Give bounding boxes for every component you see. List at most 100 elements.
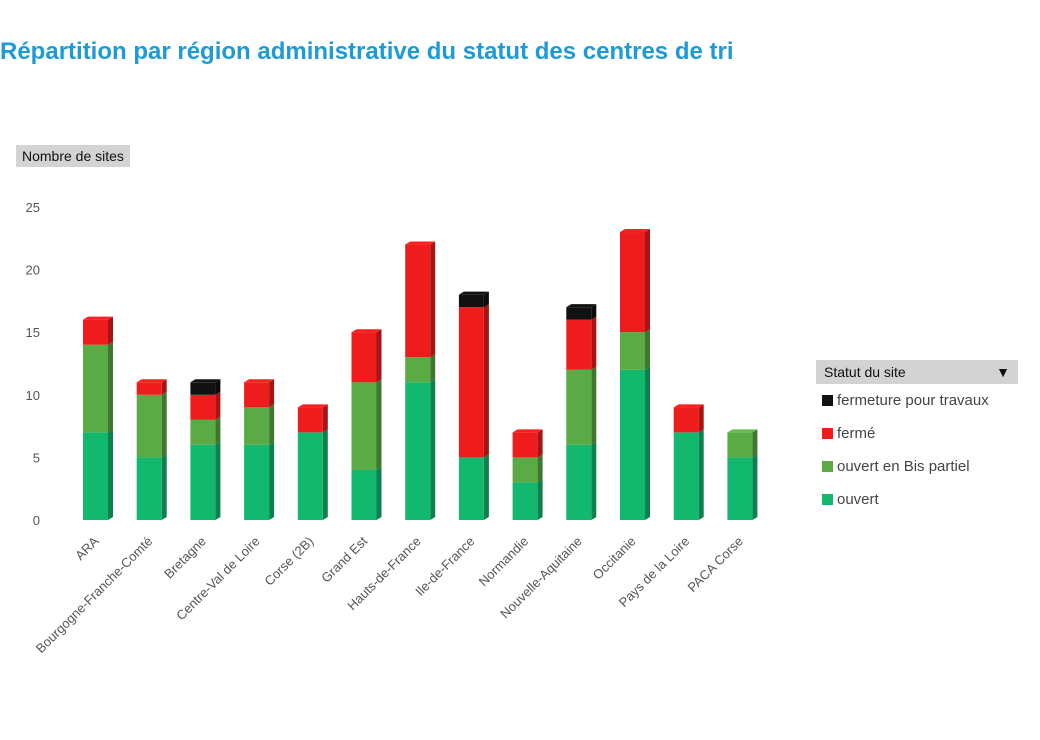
chevron-down-icon: ▼: [996, 364, 1010, 380]
bar-segment-ouvert[interactable]: [566, 444, 592, 520]
bar-side-fermé: [215, 391, 221, 420]
bar-segment-ouvert-en-Bis-partiel[interactable]: [727, 432, 753, 458]
bar-segment-ouvert-en-Bis-partiel[interactable]: [136, 394, 162, 458]
bar-side-ouvert: [483, 454, 489, 520]
bar-side-fermeture-pour-travaux: [591, 304, 597, 320]
bar-segment-fermé[interactable]: [83, 319, 108, 345]
y-tick-label: 10: [26, 388, 40, 403]
bar-top-cap: [83, 316, 113, 320]
bar-side-ouvert: [430, 379, 436, 520]
bar-segment-fermeture-pour-travaux[interactable]: [566, 307, 592, 320]
bar-segment-ouvert[interactable]: [620, 369, 645, 520]
y-tick-label: 15: [26, 325, 40, 340]
y-tick-label: 20: [26, 263, 40, 278]
bar-segment-fermeture-pour-travaux[interactable]: [190, 382, 216, 395]
legend-label: ouvert: [837, 491, 879, 508]
bar-segment-ouvert-en-Bis-partiel[interactable]: [351, 382, 377, 470]
bar-segment-ouvert-en-Bis-partiel[interactable]: [244, 407, 270, 445]
bar-side-fermeture-pour-travaux: [483, 291, 489, 308]
bar-top-cap: [136, 379, 167, 383]
chart-title: Répartition par région administrative du…: [0, 38, 734, 65]
y-tick-label: 5: [33, 450, 40, 465]
bar-side-ouvert: [161, 454, 167, 520]
bar-segment-fermé[interactable]: [620, 232, 645, 333]
bar-top-cap: [727, 429, 758, 433]
bar-segment-ouvert-en-Bis-partiel[interactable]: [512, 457, 538, 483]
bar-segment-ouvert[interactable]: [297, 432, 323, 520]
bar-top-cap: [566, 304, 597, 308]
bar-side-fermé: [483, 304, 489, 458]
bar-side-fermé: [591, 316, 597, 370]
bar-side-fermé: [698, 404, 704, 433]
bar-side-ouvert-en-Bis-partiel: [215, 416, 221, 445]
legend-item-partiel[interactable]: ouvert en Bis partiel: [822, 450, 1020, 483]
bar-segment-ouvert[interactable]: [136, 457, 162, 520]
bar-side-fermé: [322, 404, 328, 433]
x-tick-label: Corse (2B): [261, 534, 316, 589]
bar-side-fermé: [430, 241, 436, 358]
bar-top-cap: [244, 379, 275, 383]
y-axis-field-button[interactable]: Nombre de sites: [16, 145, 130, 167]
x-tick-label: Bourgogne-Franche-Comté: [33, 534, 156, 657]
bar-top-cap: [351, 329, 382, 333]
bar-side-ouvert: [269, 441, 275, 520]
bar-side-ouvert: [215, 441, 221, 520]
legend-item-ouvert[interactable]: ouvert: [822, 483, 1020, 516]
legend-swatch: [822, 428, 833, 439]
bar-side-fermeture-pour-travaux: [215, 379, 221, 395]
bar-segment-fermé[interactable]: [297, 407, 323, 433]
bar-top-cap: [620, 229, 650, 233]
bar-segment-ouvert[interactable]: [83, 432, 108, 520]
x-tick-label: Normandie: [476, 534, 532, 590]
legend-swatch: [822, 461, 833, 472]
legend-filter-button[interactable]: Statut du site ▼: [816, 360, 1018, 384]
bar-side-ouvert: [591, 441, 597, 520]
bar-segment-ouvert[interactable]: [727, 457, 753, 520]
bar-segment-fermé[interactable]: [566, 319, 592, 370]
legend-label: fermé: [837, 425, 876, 442]
bar-segment-ouvert[interactable]: [351, 469, 377, 520]
bar-segment-fermé[interactable]: [351, 332, 377, 383]
legend-title: Statut du site: [824, 364, 906, 380]
y-tick-label: 25: [26, 200, 40, 215]
bar-segment-fermé[interactable]: [190, 394, 216, 420]
bar-segment-fermé[interactable]: [458, 307, 484, 458]
bar-side-ouvert: [376, 466, 382, 520]
bar-segment-ouvert-en-Bis-partiel[interactable]: [83, 344, 108, 433]
bar-segment-ouvert[interactable]: [190, 444, 216, 520]
bar-side-fermé: [645, 229, 650, 333]
bar-segment-ouvert[interactable]: [405, 382, 431, 520]
x-tick-label: PACA Corse: [684, 534, 746, 596]
bar-segment-ouvert[interactable]: [458, 457, 484, 520]
bar-top-cap: [673, 404, 704, 408]
bar-segment-ouvert-en-Bis-partiel[interactable]: [190, 419, 216, 445]
bar-segment-fermé[interactable]: [405, 244, 431, 358]
bar-side-fermé: [269, 379, 275, 408]
bar-segment-fermé[interactable]: [136, 382, 162, 395]
bar-side-ouvert: [698, 429, 704, 520]
bar-segment-ouvert-en-Bis-partiel[interactable]: [566, 369, 592, 445]
bar-side-ouvert-en-Bis-partiel: [591, 366, 597, 445]
bar-side-ouvert-en-Bis-partiel: [108, 341, 113, 433]
bar-segment-ouvert[interactable]: [244, 444, 270, 520]
x-tick-label: Grand Est: [318, 533, 370, 585]
bar-segment-ouvert-en-Bis-partiel[interactable]: [405, 357, 431, 383]
legend-label: ouvert en Bis partiel: [837, 458, 970, 475]
bar-segment-fermé[interactable]: [673, 407, 699, 433]
bar-segment-fermeture-pour-travaux[interactable]: [458, 294, 484, 308]
bar-top-cap: [458, 291, 489, 295]
legend-item-fermeture[interactable]: fermeture pour travaux: [822, 384, 1020, 417]
bar-side-fermé: [161, 379, 167, 395]
bar-side-ouvert-en-Bis-partiel: [269, 404, 275, 445]
legend-item-ferme[interactable]: fermé: [822, 417, 1020, 450]
bar-top-cap: [405, 241, 436, 245]
legend-label: fermeture pour travaux: [837, 392, 989, 409]
bar-segment-fermé[interactable]: [512, 432, 538, 458]
bar-segment-ouvert[interactable]: [512, 482, 538, 520]
bar-side-ouvert-en-Bis-partiel: [161, 391, 167, 458]
bar-segment-ouvert-en-Bis-partiel[interactable]: [620, 332, 645, 370]
y-tick-label: 0: [33, 513, 40, 528]
bar-segment-fermé[interactable]: [244, 382, 270, 408]
bar-segment-ouvert[interactable]: [673, 432, 699, 520]
bar-side-fermé: [537, 429, 543, 458]
